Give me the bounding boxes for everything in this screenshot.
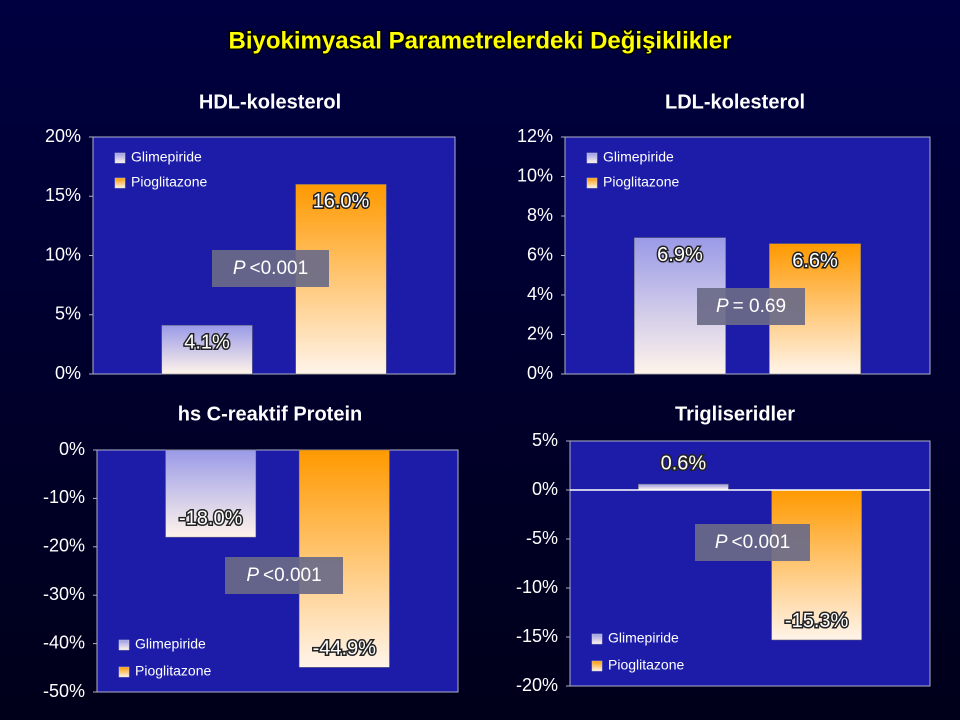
chart-title: LDL-kolesterol [665, 91, 805, 113]
y-tick-label: 2% [527, 323, 553, 343]
annotation-box [697, 288, 805, 325]
legend-swatch [591, 660, 603, 672]
legend-swatch [586, 177, 598, 189]
y-tick-label: -30% [43, 584, 85, 604]
value-label: 6.6% [792, 250, 838, 272]
y-tick-label: 8% [527, 205, 553, 225]
legend-label: Pioglitazone [135, 663, 211, 679]
bar [638, 483, 729, 491]
value-label: -15.3% [785, 610, 849, 632]
p-text: <0.001 [263, 565, 322, 586]
slide-title: Biyokimyasal Parametrelerdeki Değişiklik… [229, 27, 732, 54]
y-tick-label: -50% [43, 681, 85, 701]
legend-label: Glimepiride [603, 149, 674, 165]
y-tick-label: -20% [516, 675, 558, 695]
legend-swatch [118, 666, 130, 678]
p-symbol: P [715, 532, 728, 553]
y-tick-label: -5% [526, 528, 558, 548]
bar [769, 243, 861, 375]
legend-label: Pioglitazone [603, 174, 679, 190]
chart-title: Trigliseridler [675, 403, 795, 425]
legend-swatch [114, 177, 126, 189]
legend-label: Glimepiride [608, 630, 679, 646]
annotation-box [212, 250, 329, 287]
y-tick-label: 5% [532, 430, 558, 450]
legend-label: Pioglitazone [608, 657, 684, 673]
annotation: P <0.001 [715, 532, 790, 553]
p-symbol: P [716, 296, 729, 317]
legend-label: Pioglitazone [131, 174, 207, 190]
y-tick-label: 4% [527, 284, 553, 304]
value-label: 16.0% [313, 191, 370, 213]
legend-label: Glimepiride [131, 149, 202, 165]
annotation-box [225, 557, 343, 594]
y-tick-label: 20% [45, 126, 81, 146]
y-tick-label: 0% [527, 363, 553, 383]
y-tick-label: 6% [527, 244, 553, 264]
y-tick-label: -10% [516, 577, 558, 597]
y-tick-label: 0% [532, 479, 558, 499]
legend-swatch [118, 639, 130, 651]
plot-area [569, 440, 931, 687]
value-label: 6.9% [657, 244, 703, 266]
legend-swatch [591, 633, 603, 645]
p-text: = 0.69 [733, 296, 786, 317]
annotation: P <0.001 [246, 565, 321, 586]
p-text: <0.001 [732, 532, 791, 553]
y-tick-label: -15% [516, 626, 558, 646]
y-tick-label: 0% [59, 439, 85, 459]
legend-label: Glimepiride [135, 636, 206, 652]
y-tick-label: 0% [55, 363, 81, 383]
y-tick-label: 15% [45, 185, 81, 205]
y-tick-label: -10% [43, 487, 85, 507]
plot-area [564, 136, 931, 375]
annotation: P = 0.69 [716, 296, 786, 317]
bar [165, 449, 257, 538]
y-tick-label: 10% [45, 244, 81, 264]
y-tick-label: 12% [517, 126, 553, 146]
y-tick-label: 5% [55, 304, 81, 324]
bar [161, 325, 253, 375]
legend-swatch [114, 152, 126, 164]
value-label: -18.0% [179, 507, 243, 529]
p-text: <0.001 [250, 258, 309, 279]
legend-swatch [586, 152, 598, 164]
chart-title: HDL-kolesterol [199, 91, 341, 113]
value-label: 4.1% [184, 332, 230, 354]
y-tick-label: -40% [43, 632, 85, 652]
value-label: -44.9% [313, 638, 377, 660]
p-symbol: P [246, 565, 259, 586]
plot-area [96, 449, 459, 693]
annotation-box [695, 524, 810, 561]
y-tick-label: 10% [517, 165, 553, 185]
y-tick-label: -20% [43, 536, 85, 556]
annotation: P <0.001 [233, 258, 308, 279]
value-label: 0.6% [661, 452, 707, 474]
p-symbol: P [233, 258, 246, 279]
chart-title: hs C-reaktif Protein [178, 403, 362, 425]
